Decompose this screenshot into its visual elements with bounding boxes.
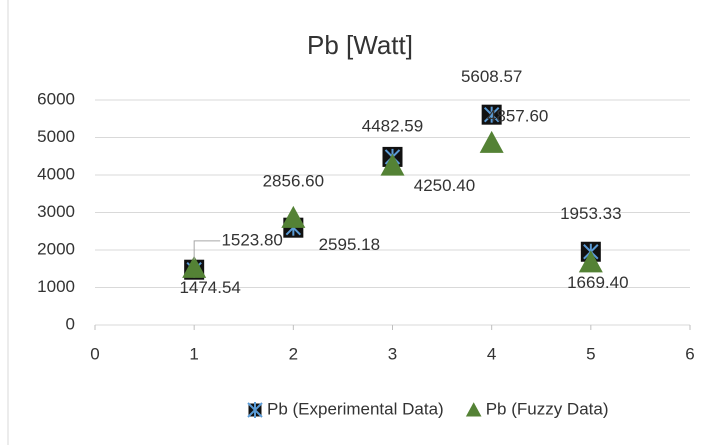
marker: [182, 255, 207, 278]
data-label: 1523.80: [221, 230, 282, 249]
y-tick-label: 3000: [37, 202, 75, 221]
x-tick-label: 3: [388, 344, 397, 363]
data-label: 1669.40: [567, 273, 628, 292]
data-label: 1953.33: [560, 204, 621, 223]
x-tick-label: 5: [586, 344, 595, 363]
legend-label: Pb (Experimental Data): [267, 399, 444, 418]
x-tick-label: 2: [289, 344, 298, 363]
data-label: 4250.40: [414, 176, 475, 195]
x-tick-label: 0: [90, 344, 99, 363]
marker: [465, 402, 482, 417]
chart-title: Pb [Watt]: [307, 30, 413, 60]
data-label: 4482.59: [362, 116, 423, 135]
y-tick-label: 5000: [37, 127, 75, 146]
data-label: 2856.60: [263, 171, 324, 190]
marker: [281, 205, 306, 228]
y-tick-label: 2000: [37, 239, 75, 258]
y-tick-label: 6000: [37, 89, 75, 108]
x-tick-label: 4: [487, 344, 496, 363]
data-label: 2595.18: [319, 235, 380, 254]
x-tick-label: 6: [685, 344, 694, 363]
leader-line: [193, 240, 221, 260]
marker: [380, 153, 405, 176]
data-label: 1474.54: [179, 278, 240, 297]
y-tick-label: 4000: [37, 164, 75, 183]
marker: [578, 250, 603, 273]
marker: [479, 130, 504, 153]
legend-label: Pb (Fuzzy Data): [486, 399, 609, 418]
y-tick-label: 0: [66, 314, 75, 333]
data-label: 5608.57: [461, 67, 522, 86]
y-tick-label: 1000: [37, 277, 75, 296]
x-tick-label: 1: [189, 344, 198, 363]
data-label: 4857.60: [487, 106, 548, 125]
